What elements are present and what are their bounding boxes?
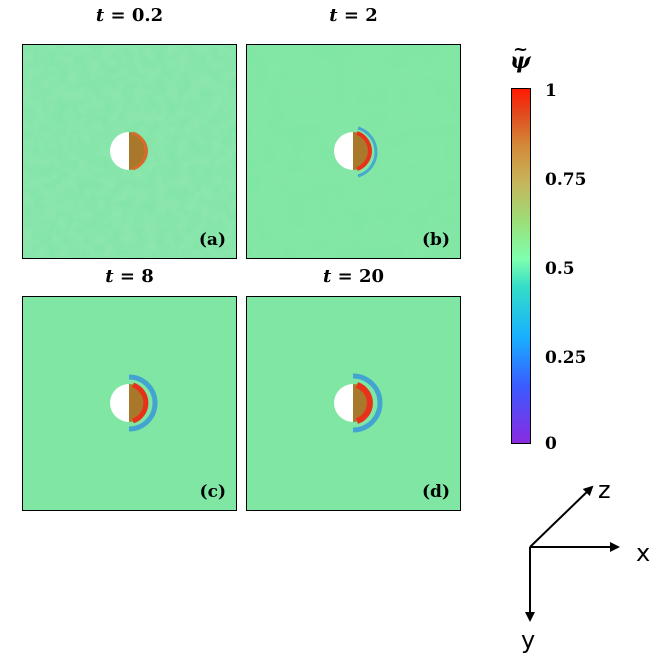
axis-y-label: y [521, 626, 536, 654]
panel-d: (d) [246, 296, 461, 511]
panel-b-field [247, 45, 460, 258]
panel-d-label: (d) [422, 482, 450, 502]
panel-b-title: t = 2 [329, 5, 378, 26]
panel-a-label: (a) [198, 230, 226, 250]
axis-z-label: z [598, 476, 611, 504]
panel-d-field [247, 297, 460, 510]
colorbar-tick-1: 1 [545, 81, 557, 101]
panel-c-label: (c) [199, 482, 226, 502]
panel-c-title: t = 8 [105, 266, 154, 287]
colorbar [511, 88, 531, 444]
panel-a: (a) [22, 44, 237, 259]
axis-x-label: x [636, 539, 651, 567]
colorbar-tick-025: 0.25 [545, 348, 587, 368]
colorbar-tick-05: 0.5 [545, 259, 575, 279]
colorbar-label: ~ ψ [510, 39, 531, 74]
axes-triad-icon [525, 485, 620, 622]
panel-c: (c) [22, 296, 237, 511]
panel-a-field [23, 45, 236, 258]
panel-c-field [23, 297, 236, 510]
colorbar-tick-0: 0 [545, 434, 557, 454]
panel-d-title: t = 20 [322, 266, 384, 287]
panel-b: (b) [246, 44, 461, 259]
panel-a-title: t = 0.2 [95, 5, 164, 26]
panel-b-label: (b) [422, 230, 450, 250]
colorbar-tick-075: 0.75 [545, 170, 587, 190]
